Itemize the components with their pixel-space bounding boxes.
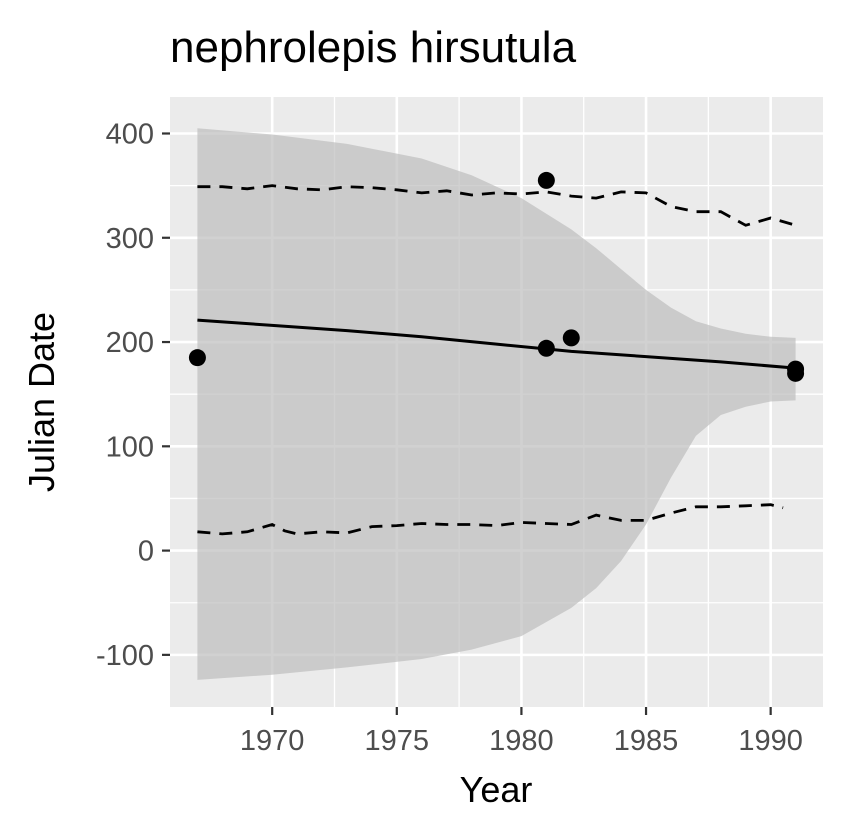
x-axis: 1970 1975 1980 1985 1990 bbox=[240, 707, 803, 757]
ribbon-area bbox=[197, 128, 796, 680]
lower-quantile-line bbox=[197, 503, 784, 536]
y-tick-label: 200 bbox=[106, 327, 154, 359]
x-tick-label: 1975 bbox=[365, 725, 430, 757]
fit-line-layer bbox=[197, 318, 796, 370]
y-tick-label: 0 bbox=[138, 536, 154, 568]
x-tick-label: 1990 bbox=[738, 725, 803, 757]
fit-line bbox=[197, 318, 796, 370]
quantile-lines bbox=[197, 184, 796, 536]
chart-title: nephrolepis hirsutula bbox=[170, 23, 577, 72]
data-point bbox=[188, 349, 206, 367]
y-tick-label: -100 bbox=[96, 640, 154, 672]
data-points bbox=[188, 171, 805, 382]
y-axis-label: Julian Date bbox=[21, 312, 62, 492]
y-axis: 400 300 200 100 0 -100 bbox=[96, 118, 170, 672]
upper-quantile-line bbox=[197, 184, 796, 227]
x-tick-label: 1970 bbox=[240, 725, 305, 757]
y-tick-label: 400 bbox=[106, 118, 154, 150]
y-tick-label: 100 bbox=[106, 431, 154, 463]
x-axis-label: Year bbox=[460, 769, 533, 810]
data-point bbox=[537, 171, 555, 189]
data-point bbox=[537, 339, 555, 357]
data-point bbox=[787, 364, 805, 382]
data-point bbox=[562, 329, 580, 347]
x-tick-label: 1980 bbox=[489, 725, 554, 757]
confidence-ribbon bbox=[197, 128, 796, 680]
y-tick-label: 300 bbox=[106, 223, 154, 255]
x-tick-label: 1985 bbox=[614, 725, 679, 757]
